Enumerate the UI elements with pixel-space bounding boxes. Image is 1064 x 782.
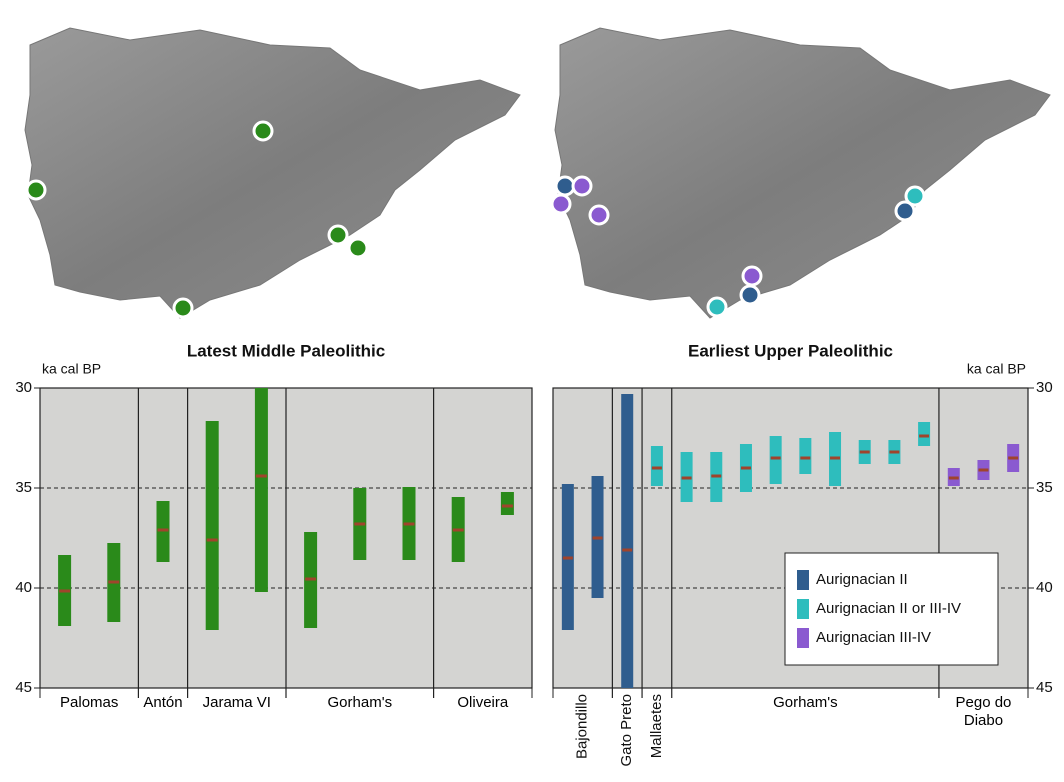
range-bar [651, 446, 663, 486]
y-tick-label: 35 [1036, 479, 1053, 496]
legend-swatch [797, 599, 809, 619]
y-tick-label: 30 [1036, 379, 1053, 396]
axis-label: ka cal BP [42, 361, 101, 377]
group-label-box: Jarama VI [188, 694, 286, 744]
group-label: Bajondillo [574, 694, 591, 759]
figure: Latest Middle Paleolithic ka cal BP 30 35 40… [0, 0, 1064, 777]
group-label: Mallaetes [648, 694, 665, 758]
group-label: Gorham's [672, 694, 939, 712]
y-tick-label: 40 [1036, 579, 1053, 596]
chart-title: Earliest Upper Paleolithic [688, 341, 893, 360]
y-tick-label: 45 [15, 679, 32, 696]
group-label: Oliveira [434, 694, 532, 712]
legend-swatch [797, 628, 809, 648]
legend-swatch [797, 570, 809, 590]
group-label: Antón [138, 694, 187, 712]
group-label-box: Antón [138, 694, 187, 744]
chart-title: Latest Middle Paleolithic [187, 341, 385, 360]
range-bar [799, 438, 811, 474]
range-bar [770, 436, 782, 484]
group-label-box: Oliveira [434, 694, 532, 744]
group-label-box: Gorham's [672, 694, 939, 744]
axis-label: ka cal BP [967, 361, 1026, 377]
group-label: Jarama VI [188, 694, 286, 712]
range-bar [255, 388, 268, 592]
legend-label: Aurignacian II or III-IV [816, 600, 961, 617]
range-bar [206, 421, 219, 630]
range-bar [918, 422, 930, 446]
map-right [552, 28, 1050, 318]
group-label-box: Pego do Diabo [939, 694, 1028, 744]
group-label-box: Palomas [40, 694, 138, 744]
group-label: Gato Preto [618, 694, 635, 767]
y-tick-label: 30 [15, 379, 32, 396]
group-label-box: Gorham's [286, 694, 434, 744]
y-tick-label: 40 [15, 579, 32, 596]
legend-label: Aurignacian III-IV [816, 629, 931, 646]
group-label: Palomas [40, 694, 138, 712]
y-tick-label: 35 [15, 479, 32, 496]
group-label: Pego do Diabo [939, 694, 1028, 730]
range-bar [621, 394, 633, 688]
legend: Aurignacian II Aurignacian II or III-IV Au… [785, 553, 998, 665]
range-bar [501, 492, 514, 515]
map-left [25, 28, 520, 318]
group-label: Gorham's [286, 694, 434, 712]
legend-label: Aurignacian II [816, 571, 908, 588]
y-tick-label: 45 [1036, 679, 1053, 696]
